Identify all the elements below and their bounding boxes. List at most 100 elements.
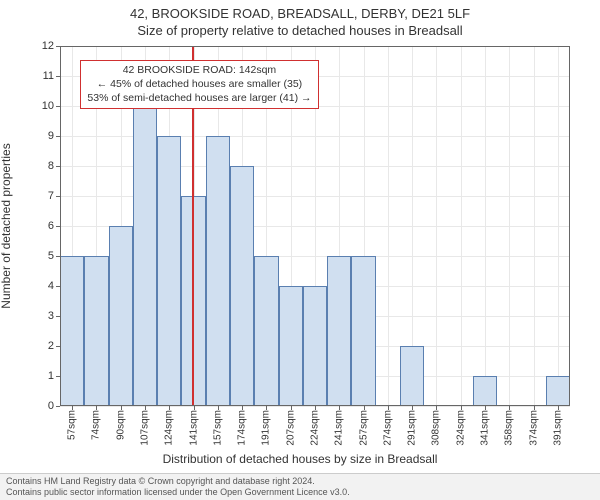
x-tick-mark (339, 406, 340, 410)
x-tick-label: 124sqm (164, 410, 175, 446)
y-tick-mark (56, 166, 60, 167)
annotation-line: ← 45% of detached houses are smaller (35… (87, 78, 311, 92)
histogram-bar (109, 226, 133, 406)
y-tick-label: 6 (34, 220, 54, 232)
x-tick-label: 341sqm (480, 410, 491, 446)
y-tick-mark (56, 316, 60, 317)
x-tick-label: 374sqm (528, 410, 539, 446)
histogram-bar (351, 256, 375, 406)
x-tick-label: 157sqm (212, 410, 223, 446)
x-tick-label: 308sqm (431, 410, 442, 446)
y-tick-label: 12 (34, 40, 54, 52)
histogram-bar (230, 166, 254, 406)
x-tick-label: 257sqm (358, 410, 369, 446)
x-axis-label: Distribution of detached houses by size … (0, 452, 600, 466)
histogram-bar (400, 346, 424, 406)
x-tick-mark (266, 406, 267, 410)
x-tick-mark (218, 406, 219, 410)
x-tick-label: 358sqm (504, 410, 515, 446)
y-tick-label: 4 (34, 280, 54, 292)
x-tick-label: 57sqm (67, 410, 78, 440)
x-tick-label: 391sqm (552, 410, 563, 446)
gridline-v (436, 46, 437, 406)
histogram-bar (327, 256, 351, 406)
y-tick-mark (56, 406, 60, 407)
gridline-v (461, 46, 462, 406)
histogram-bar (84, 256, 108, 406)
y-tick-mark (56, 46, 60, 47)
y-tick-mark (56, 136, 60, 137)
y-tick-mark (56, 106, 60, 107)
y-tick-label: 5 (34, 250, 54, 262)
histogram-bar (473, 376, 497, 406)
y-tick-mark (56, 256, 60, 257)
y-tick-mark (56, 346, 60, 347)
gridline-v (485, 46, 486, 406)
annotation-box: 42 BROOKSIDE ROAD: 142sqm← 45% of detach… (80, 60, 318, 109)
annotation-line: 42 BROOKSIDE ROAD: 142sqm (87, 64, 311, 78)
attribution-line-1: Contains HM Land Registry data © Crown c… (6, 476, 594, 487)
x-tick-mark (436, 406, 437, 410)
x-tick-label: 141sqm (188, 410, 199, 446)
histogram-bar (546, 376, 570, 406)
y-tick-label: 10 (34, 100, 54, 112)
y-tick-label: 8 (34, 160, 54, 172)
x-tick-label: 107sqm (140, 410, 151, 446)
x-tick-label: 241sqm (334, 410, 345, 446)
y-tick-mark (56, 376, 60, 377)
histogram-bar (60, 256, 84, 406)
attribution-line-2: Contains public sector information licen… (6, 487, 594, 498)
y-tick-mark (56, 286, 60, 287)
histogram-bar (303, 286, 327, 406)
x-tick-label: 324sqm (455, 410, 466, 446)
x-tick-mark (485, 406, 486, 410)
y-tick-mark (56, 76, 60, 77)
attribution-footer: Contains HM Land Registry data © Crown c… (0, 473, 600, 500)
gridline-v (388, 46, 389, 406)
x-tick-label: 274sqm (382, 410, 393, 446)
y-tick-label: 9 (34, 130, 54, 142)
x-tick-mark (315, 406, 316, 410)
annotation-line: 53% of semi-detached houses are larger (… (87, 92, 311, 106)
histogram-bar (206, 136, 230, 406)
histogram-bar (133, 106, 157, 406)
x-tick-mark (412, 406, 413, 410)
x-tick-mark (121, 406, 122, 410)
x-tick-label: 90sqm (115, 410, 126, 440)
y-tick-label: 1 (34, 370, 54, 382)
histogram-bar (254, 256, 278, 406)
histogram-bar (157, 136, 181, 406)
x-tick-mark (194, 406, 195, 410)
x-tick-label: 191sqm (261, 410, 272, 446)
y-tick-label: 7 (34, 190, 54, 202)
y-tick-mark (56, 226, 60, 227)
x-tick-mark (242, 406, 243, 410)
y-tick-label: 0 (34, 400, 54, 412)
x-tick-mark (291, 406, 292, 410)
x-tick-label: 224sqm (310, 410, 321, 446)
x-tick-mark (145, 406, 146, 410)
x-tick-label: 74sqm (91, 410, 102, 440)
x-tick-label: 291sqm (407, 410, 418, 446)
gridline-v (534, 46, 535, 406)
chart-container: 42, BROOKSIDE ROAD, BREADSALL, DERBY, DE… (0, 0, 600, 500)
x-tick-mark (388, 406, 389, 410)
x-tick-mark (364, 406, 365, 410)
y-tick-label: 2 (34, 340, 54, 352)
x-tick-mark (558, 406, 559, 410)
plot-area: 42 BROOKSIDE ROAD: 142sqm← 45% of detach… (60, 46, 570, 406)
x-tick-mark (534, 406, 535, 410)
y-tick-label: 3 (34, 310, 54, 322)
y-tick-mark (56, 196, 60, 197)
gridline-v (509, 46, 510, 406)
x-tick-mark (461, 406, 462, 410)
y-axis-label: Number of detached properties (0, 143, 13, 308)
x-tick-mark (169, 406, 170, 410)
x-tick-mark (72, 406, 73, 410)
y-tick-label: 11 (34, 70, 54, 82)
chart-title-address: 42, BROOKSIDE ROAD, BREADSALL, DERBY, DE… (0, 0, 600, 21)
x-tick-label: 207sqm (285, 410, 296, 446)
x-tick-mark (96, 406, 97, 410)
x-tick-mark (509, 406, 510, 410)
histogram-bar (279, 286, 303, 406)
